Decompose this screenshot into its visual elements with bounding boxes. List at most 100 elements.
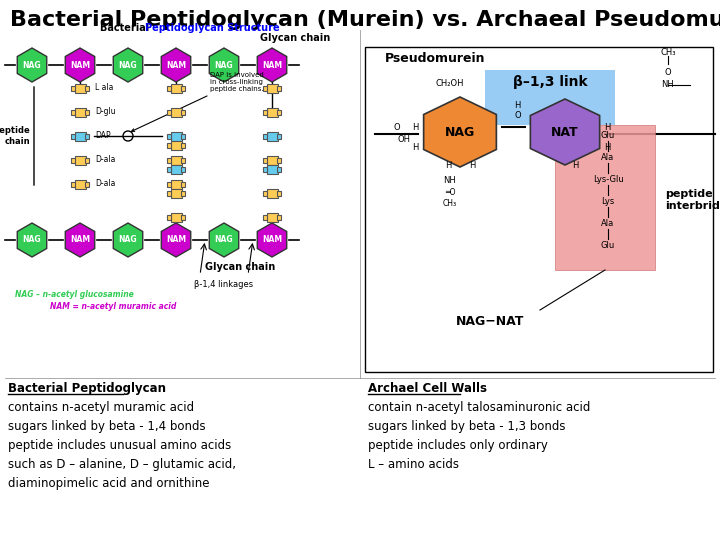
Bar: [266, 84, 277, 92]
Text: NAM: NAM: [166, 60, 186, 70]
Bar: [171, 165, 181, 173]
Text: Pseudomurein: Pseudomurein: [385, 52, 485, 65]
Bar: [74, 156, 86, 165]
Text: D-ala: D-ala: [95, 156, 115, 165]
Text: DAP: DAP: [95, 132, 111, 140]
Polygon shape: [257, 223, 287, 257]
Text: CH₃: CH₃: [443, 199, 457, 208]
Bar: [277, 110, 281, 114]
Bar: [171, 140, 181, 150]
Bar: [85, 181, 89, 186]
Text: Ala: Ala: [601, 152, 615, 161]
Text: Peptidoglycan Structure: Peptidoglycan Structure: [145, 23, 279, 33]
Bar: [181, 158, 185, 163]
Text: Lys-Glu: Lys-Glu: [593, 174, 624, 184]
Bar: [167, 158, 171, 163]
Bar: [71, 85, 75, 91]
Text: such as D – alanine, D – glutamic acid,: such as D – alanine, D – glutamic acid,: [8, 458, 236, 471]
Text: peptide
interbridge: peptide interbridge: [665, 189, 720, 211]
Bar: [171, 179, 181, 188]
Text: CH₂OH: CH₂OH: [436, 79, 464, 88]
Polygon shape: [113, 48, 143, 82]
Text: H: H: [604, 143, 610, 152]
Bar: [263, 166, 267, 172]
Text: Peptide
chain: Peptide chain: [0, 126, 30, 146]
Text: D-ala: D-ala: [95, 179, 115, 188]
Text: NAG: NAG: [215, 60, 233, 70]
Text: NAG: NAG: [23, 60, 41, 70]
Bar: [263, 85, 267, 91]
Bar: [171, 107, 181, 117]
Text: NH: NH: [444, 176, 456, 185]
Text: Lys: Lys: [601, 197, 615, 206]
Text: Archael Cell Walls: Archael Cell Walls: [368, 382, 487, 395]
Text: Glu: Glu: [601, 131, 615, 139]
Bar: [74, 132, 86, 140]
Polygon shape: [210, 223, 239, 257]
Bar: [171, 84, 181, 92]
Text: β–1,3 link: β–1,3 link: [513, 75, 588, 89]
Bar: [171, 132, 181, 140]
Bar: [365, 47, 713, 372]
Polygon shape: [113, 223, 143, 257]
Text: L – amino acids: L – amino acids: [368, 458, 459, 471]
Text: Glycan chain: Glycan chain: [205, 262, 275, 272]
Text: sugars linked by beta - 1,3 bonds: sugars linked by beta - 1,3 bonds: [368, 420, 565, 433]
Bar: [485, 70, 615, 125]
Text: β-1,4 linkages: β-1,4 linkages: [194, 280, 253, 289]
Text: Glycan chain: Glycan chain: [260, 33, 330, 43]
Bar: [181, 143, 185, 147]
Bar: [555, 125, 655, 270]
Text: H: H: [445, 160, 451, 170]
Polygon shape: [210, 48, 239, 82]
Text: OH: OH: [397, 136, 410, 145]
Text: ═O: ═O: [445, 188, 455, 197]
Text: NAM = n-acetyl muramic acid: NAM = n-acetyl muramic acid: [50, 302, 176, 311]
Bar: [171, 156, 181, 165]
Text: H: H: [469, 160, 475, 170]
Text: NAG−NAT: NAG−NAT: [456, 315, 524, 328]
Text: NAM: NAM: [70, 60, 90, 70]
Text: contain n-acetyl talosaminuronic acid: contain n-acetyl talosaminuronic acid: [368, 401, 590, 414]
Bar: [167, 214, 171, 219]
Text: Bacterial Peptidoglycan (Murein) vs. Archaeal Pseudomurein: Bacterial Peptidoglycan (Murein) vs. Arc…: [10, 10, 720, 30]
Bar: [85, 110, 89, 114]
Text: diaminopimelic acid and ornithine: diaminopimelic acid and ornithine: [8, 477, 210, 490]
Bar: [74, 84, 86, 92]
Bar: [167, 133, 171, 138]
Polygon shape: [531, 99, 600, 165]
Bar: [167, 181, 171, 186]
Text: H: H: [412, 143, 418, 152]
Text: NH: NH: [662, 80, 675, 89]
Bar: [266, 188, 277, 198]
Polygon shape: [17, 223, 47, 257]
Text: NAG: NAG: [23, 235, 41, 245]
Polygon shape: [66, 223, 95, 257]
Polygon shape: [257, 48, 287, 82]
Bar: [181, 181, 185, 186]
Text: NAG: NAG: [215, 235, 233, 245]
Bar: [277, 191, 281, 195]
Bar: [277, 166, 281, 172]
Text: H: H: [604, 123, 610, 132]
Bar: [167, 191, 171, 195]
Bar: [263, 110, 267, 114]
Bar: [167, 85, 171, 91]
Bar: [277, 214, 281, 219]
Text: NAG: NAG: [445, 125, 475, 138]
Bar: [266, 165, 277, 173]
Text: H: H: [514, 101, 521, 110]
Text: O: O: [393, 123, 400, 132]
Polygon shape: [423, 97, 496, 167]
Bar: [266, 107, 277, 117]
Text: NAG: NAG: [119, 235, 138, 245]
Bar: [263, 214, 267, 219]
Bar: [277, 133, 281, 138]
Polygon shape: [66, 48, 95, 82]
Text: H: H: [572, 160, 578, 170]
Bar: [263, 158, 267, 163]
Bar: [263, 191, 267, 195]
Bar: [71, 158, 75, 163]
Bar: [181, 191, 185, 195]
Bar: [85, 158, 89, 163]
